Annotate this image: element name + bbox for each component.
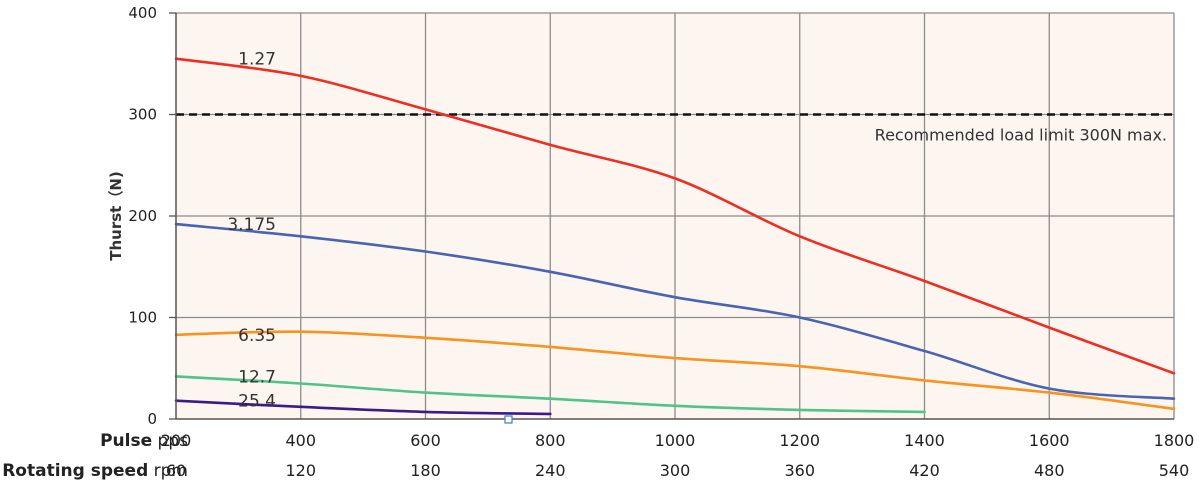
x-axis-row-label-bold: Rotating speed [2,461,148,481]
series-line-1-27 [174,57,1176,375]
x-axis-row-label: Rotating speed rpm [2,461,188,481]
x-tick-label: 1000 [655,431,696,450]
x-tick-label: 200 [161,431,192,450]
x-axis-row-label-unit: rpm [154,461,188,481]
series-line-6-35 [174,330,1176,411]
x-tick-label: 1200 [779,431,820,450]
y-tick-label: 0 [147,410,157,428]
reference-line-label: Recommended load limit 300N max. [875,126,1167,145]
x-tick-label: 540 [1159,461,1190,480]
y-tick-label: 400 [128,4,157,22]
x-tick-label: 1800 [1154,431,1195,450]
y-axis-title: Thurst（N) [107,171,125,261]
series-label: 1.27 [238,50,276,70]
x-tick-label: 420 [909,461,940,480]
x-tick-label: 480 [1034,461,1065,480]
y-tick-label: 300 [128,106,157,124]
x-tick-label: 60 [166,461,186,480]
x-tick-label: 1400 [904,431,945,450]
x-tick-label: 360 [784,461,815,480]
x-tick-label: 180 [410,461,441,480]
y-tick-label: 200 [128,207,157,225]
series-label: 6.35 [238,326,276,346]
series-line-25-4 [174,399,552,416]
series-group [174,57,1176,416]
x-tick-label: 300 [660,461,691,480]
x-tick-label: 120 [285,461,316,480]
series-line-12-7 [174,375,926,414]
x-axis-row-label-unit: pps [158,431,189,451]
labels: 0 100 200 300 400 Recommended load limit 300N… [2,4,1194,481]
x-tick-label: 800 [535,431,566,450]
x-axis-row-label-bold: Pulse [100,431,152,451]
series-line-3-175 [174,222,1176,400]
axes [169,12,1174,420]
series-label: 3.175 [227,215,276,235]
marker-handle[interactable] [504,415,513,424]
x-tick-label: 600 [410,431,441,450]
x-tick-label: 1600 [1029,431,1070,450]
x-tick-label: 400 [285,431,316,450]
x-tick-label: 240 [535,461,566,480]
series-label: 12.7 [238,367,276,387]
series-label: 25.4 [238,392,276,412]
y-tick-label: 100 [128,309,157,327]
x-axis-row-label: Pulse pps [100,431,188,451]
